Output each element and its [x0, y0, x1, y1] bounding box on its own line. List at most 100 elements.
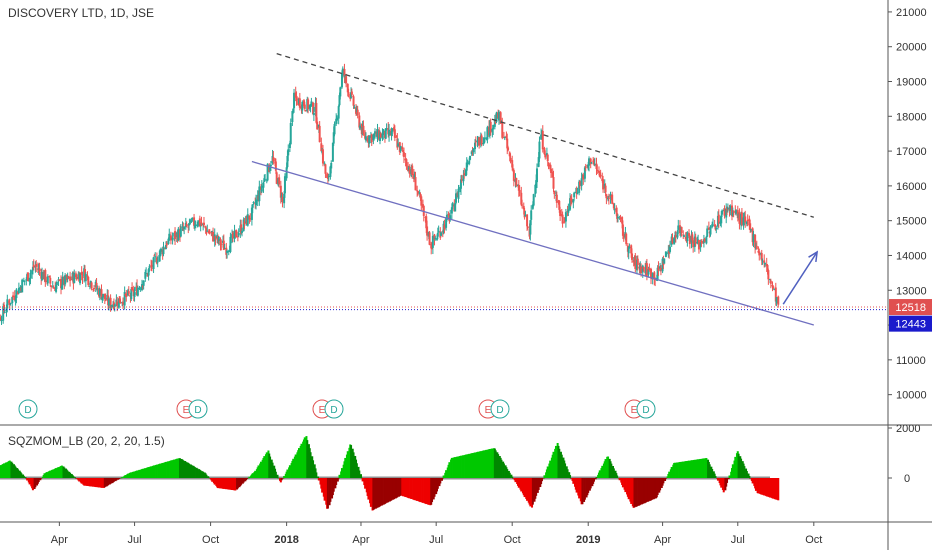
candle [248, 215, 251, 224]
momentum-bar [589, 478, 592, 489]
candle [714, 224, 717, 231]
momentum-bar [440, 478, 443, 481]
candle [246, 208, 249, 227]
event-marker[interactable]: D [18, 399, 38, 419]
momentum-bar [225, 478, 228, 490]
momentum-bar [774, 478, 777, 500]
candle-body [720, 215, 723, 224]
candle [730, 199, 733, 221]
momentum-bar [274, 471, 277, 478]
candle-body [462, 175, 465, 182]
candle [437, 225, 440, 233]
momentum-bar [17, 469, 20, 478]
dividend-icon[interactable] [636, 399, 656, 419]
candle-body [339, 87, 342, 97]
candle-body [236, 236, 239, 238]
momentum-bar [254, 470, 257, 478]
dividend-icon[interactable] [490, 399, 510, 419]
momentum-bar [83, 478, 86, 486]
candle [451, 201, 454, 210]
candle-body [190, 220, 193, 222]
candle [664, 251, 667, 258]
candle-body [188, 219, 191, 225]
candle [512, 168, 515, 187]
momentum-bar [144, 468, 147, 478]
dividend-icon[interactable] [188, 399, 208, 419]
candle-body [656, 267, 659, 280]
projection-arrow[interactable] [782, 251, 818, 305]
x-tick-label: 2018 [274, 534, 298, 546]
momentum-bar [777, 478, 780, 501]
candle-body [769, 280, 772, 284]
candle-body [599, 174, 602, 177]
candle [692, 237, 695, 253]
candle [318, 121, 321, 143]
momentum-bar [207, 476, 210, 478]
candle [52, 285, 55, 289]
momentum-bar [101, 478, 104, 488]
candle [233, 224, 236, 243]
candle-body [628, 247, 631, 249]
momentum-bar [416, 478, 419, 501]
candle [397, 138, 400, 148]
candle-body [683, 235, 686, 237]
candle [550, 165, 553, 178]
candle-body [405, 159, 408, 167]
candle [316, 117, 319, 130]
momentum-bar [22, 475, 25, 478]
candle-body [109, 297, 112, 309]
candle [278, 174, 281, 188]
momentum-bar [749, 478, 752, 479]
candle-body [518, 190, 521, 193]
candle [431, 231, 434, 255]
candle [750, 228, 753, 233]
candle [60, 275, 63, 295]
momentum-bar [251, 473, 254, 478]
candle-body [50, 285, 53, 287]
candle-body [35, 264, 38, 267]
candle-body [717, 214, 720, 224]
candle [310, 97, 313, 107]
resistance-line[interactable] [276, 53, 814, 218]
candle-body [269, 164, 272, 167]
candle-body [420, 196, 423, 206]
candle-body [602, 179, 605, 190]
candle [627, 246, 630, 260]
candle [489, 118, 492, 136]
momentum-bar [454, 457, 457, 478]
dividend-icon[interactable] [18, 399, 38, 419]
candle-body [509, 157, 512, 162]
candle-body [185, 224, 188, 227]
candle-body [148, 266, 151, 268]
candle [142, 280, 145, 290]
candle [373, 133, 376, 141]
momentum-bar [633, 478, 636, 508]
dividend-icon[interactable] [324, 399, 344, 419]
candle-body [222, 240, 225, 250]
candle-body [155, 257, 158, 264]
candle [188, 218, 191, 225]
momentum-bar [441, 478, 444, 479]
momentum-bar [554, 445, 557, 478]
candle-body [567, 209, 570, 213]
candle-body [26, 272, 29, 282]
support-line[interactable] [251, 160, 814, 326]
candle [243, 217, 246, 230]
candle [588, 156, 591, 172]
momentum-bar [179, 458, 182, 478]
candle-body [583, 167, 586, 179]
event-label: D [194, 405, 201, 416]
x-tick-label: Oct [504, 534, 521, 546]
candle-body [240, 230, 243, 233]
momentum-bar [384, 478, 387, 504]
candle-body [730, 205, 733, 217]
candle-body [460, 179, 463, 181]
momentum-bar [726, 478, 729, 483]
candle-body [731, 211, 734, 216]
